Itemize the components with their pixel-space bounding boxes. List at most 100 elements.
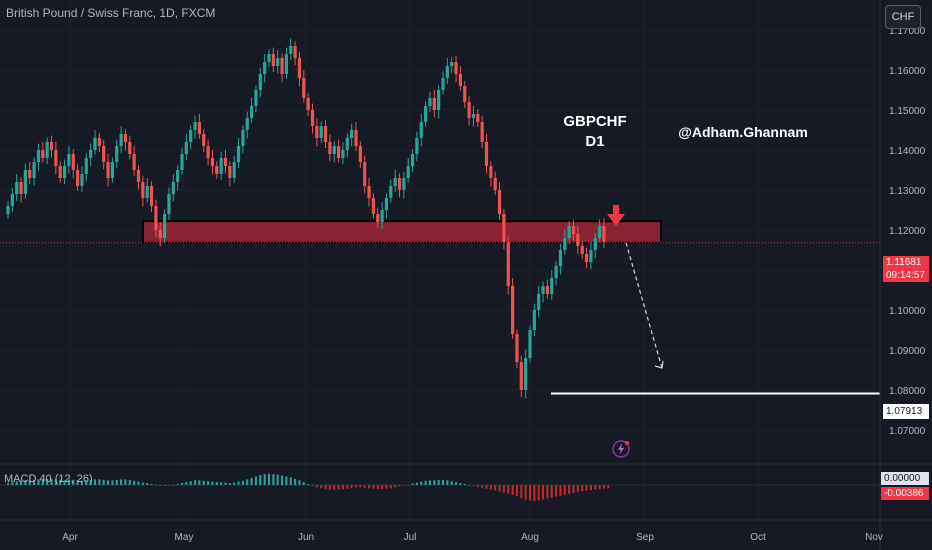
macd-bar: [576, 485, 579, 493]
macd-bar: [33, 479, 36, 485]
macd-bar: [281, 475, 284, 485]
candle-body: [389, 186, 393, 198]
pair-annotation: GBPCHF: [563, 113, 627, 130]
macd-bar: [7, 483, 9, 485]
candle-body: [367, 186, 371, 198]
candle-body: [537, 294, 541, 310]
candle-body: [310, 110, 315, 126]
macd-bar: [542, 485, 545, 500]
lightning-dot: [625, 441, 629, 445]
candle-body: [45, 142, 49, 158]
candle-body: [197, 122, 201, 134]
macd-bar: [433, 480, 436, 485]
macd-bar: [85, 480, 88, 485]
macd-bar: [237, 481, 240, 485]
candle-body: [376, 214, 380, 222]
macd-bar: [124, 479, 127, 485]
macd-bar: [181, 483, 183, 485]
candle-body: [6, 206, 10, 214]
macd-bar: [511, 485, 514, 495]
lightning-icon[interactable]: [612, 440, 630, 458]
candle-body: [236, 146, 241, 162]
macd-bar: [415, 482, 418, 485]
macd-bar: [498, 485, 501, 492]
candle-body: [141, 182, 145, 198]
macd-bar: [207, 481, 210, 485]
candle-body: [571, 226, 576, 234]
macd-bar: [424, 480, 427, 485]
timeframe-annotation: D1: [585, 133, 605, 150]
macd-bar: [337, 485, 340, 490]
macd-bar: [594, 485, 597, 490]
candle-body: [119, 134, 123, 146]
candle-body: [315, 126, 319, 138]
candle-body: [76, 170, 80, 186]
candle-body: [54, 150, 58, 166]
macd-bar: [333, 485, 336, 490]
macd-bar: [572, 485, 575, 493]
candle-body: [515, 334, 519, 362]
macd-bar: [346, 485, 349, 489]
candle-body: [271, 54, 275, 66]
macd-bar: [394, 485, 397, 488]
time-axis[interactable]: Apr May Jun Jul Aug Sep Oct Nov: [62, 532, 883, 543]
macd-bar: [150, 484, 153, 485]
macd-bar: [46, 478, 49, 485]
currency-button[interactable]: CHF: [885, 5, 921, 29]
macd-bar: [128, 479, 131, 485]
candle-body: [371, 198, 375, 214]
macd-bar: [555, 485, 558, 497]
macd-bar: [398, 485, 401, 487]
macd-bar: [228, 483, 231, 485]
macd-bar: [481, 485, 484, 488]
macd-bar: [241, 480, 244, 485]
macd-bar: [263, 474, 266, 485]
price-tick: 1.17000: [889, 26, 926, 37]
macd-bar: [455, 482, 458, 485]
lightning-bolt: [618, 443, 624, 455]
candle-body: [598, 226, 602, 238]
candle-body: [567, 226, 571, 238]
macd-bar: [315, 485, 318, 488]
macd-bar: [298, 480, 301, 485]
price-tick: 1.14000: [889, 146, 926, 157]
price-tick: 1.12000: [889, 226, 926, 237]
time-tick: Apr: [62, 532, 78, 543]
candle-body: [363, 162, 367, 186]
lightning-ring: [612, 440, 630, 458]
macd-histogram: [7, 473, 610, 501]
candle-body: [563, 238, 567, 250]
price-axis[interactable]: 1.17000 1.16000 1.15000 1.14000 1.13000 1.120…: [889, 26, 926, 437]
candle-body: [284, 54, 288, 74]
candle-body: [484, 142, 489, 166]
candle-body: [415, 138, 419, 154]
macd-bar: [24, 480, 27, 485]
macd-bar: [428, 480, 431, 485]
macd-bar: [302, 482, 305, 485]
macd-bar: [285, 476, 288, 485]
macd-bar: [11, 482, 14, 485]
countdown-label: 09:14:57: [883, 269, 929, 282]
candle-body: [493, 178, 497, 190]
macd-bar: [246, 479, 249, 485]
macd-bar: [341, 485, 344, 490]
macd-bar: [381, 485, 384, 490]
candle-body: [184, 142, 188, 154]
macd-bar: [215, 482, 218, 485]
candle-body: [328, 142, 332, 154]
candle-body: [354, 130, 358, 146]
candle-body: [254, 90, 258, 106]
macd-bar: [107, 480, 110, 485]
macd-bar: [355, 485, 357, 488]
candle-body: [497, 190, 502, 214]
down-arrow-icon: [607, 205, 625, 226]
candle-body: [245, 118, 249, 130]
macd-bar: [111, 480, 114, 485]
candle-body: [132, 154, 136, 170]
candle-body: [480, 122, 484, 142]
price-tick: 1.16000: [889, 66, 926, 77]
macd-bar: [529, 485, 531, 501]
macd-bar: [67, 479, 70, 485]
macd-bar: [137, 481, 140, 485]
